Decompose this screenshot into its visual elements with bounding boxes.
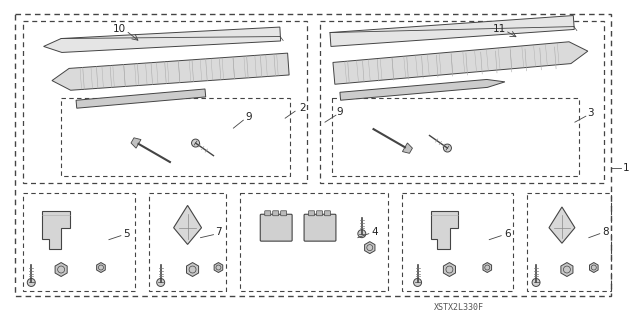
Bar [23,193,135,292]
Polygon shape [44,27,280,52]
Circle shape [191,139,200,147]
Polygon shape [589,263,598,272]
Bar [241,193,388,292]
Bar [15,14,611,296]
FancyBboxPatch shape [265,211,271,216]
Polygon shape [483,263,492,272]
Text: 9: 9 [337,107,343,117]
Bar [320,21,604,183]
Text: 1: 1 [622,163,629,173]
Text: 5: 5 [124,229,130,239]
FancyBboxPatch shape [273,211,278,216]
Text: XSTX2L330F: XSTX2L330F [435,303,484,312]
Circle shape [157,278,164,286]
Circle shape [358,230,366,238]
Text: 7: 7 [215,227,221,237]
Polygon shape [365,241,375,254]
Polygon shape [561,263,573,277]
Bar [23,21,307,183]
Text: 3: 3 [588,108,594,118]
FancyBboxPatch shape [324,211,330,216]
Bar [527,193,611,292]
Circle shape [444,144,451,152]
Polygon shape [403,143,412,153]
Bar [402,193,513,292]
Text: 6: 6 [504,229,511,239]
Bar [332,98,579,176]
Text: 11: 11 [493,24,506,33]
Text: 9: 9 [245,112,252,122]
Circle shape [532,278,540,286]
Bar [148,193,227,292]
Polygon shape [42,211,70,249]
Polygon shape [214,263,223,272]
Polygon shape [340,79,505,100]
Polygon shape [186,263,198,277]
Polygon shape [173,205,202,244]
Polygon shape [55,263,67,277]
Polygon shape [330,16,574,47]
Polygon shape [52,53,289,90]
FancyBboxPatch shape [317,211,323,216]
Circle shape [413,278,422,286]
Circle shape [28,278,35,286]
Text: 4: 4 [371,227,378,237]
FancyBboxPatch shape [260,214,292,241]
Polygon shape [131,138,141,148]
Polygon shape [333,42,588,84]
Polygon shape [549,207,575,243]
Bar [61,98,290,176]
FancyBboxPatch shape [281,211,287,216]
FancyBboxPatch shape [308,211,314,216]
Text: 8: 8 [602,227,609,237]
Polygon shape [431,211,458,249]
Text: 10: 10 [112,24,125,33]
Polygon shape [444,263,456,277]
Polygon shape [76,89,205,108]
FancyBboxPatch shape [304,214,336,241]
Polygon shape [97,263,105,272]
Text: 2: 2 [299,103,305,113]
